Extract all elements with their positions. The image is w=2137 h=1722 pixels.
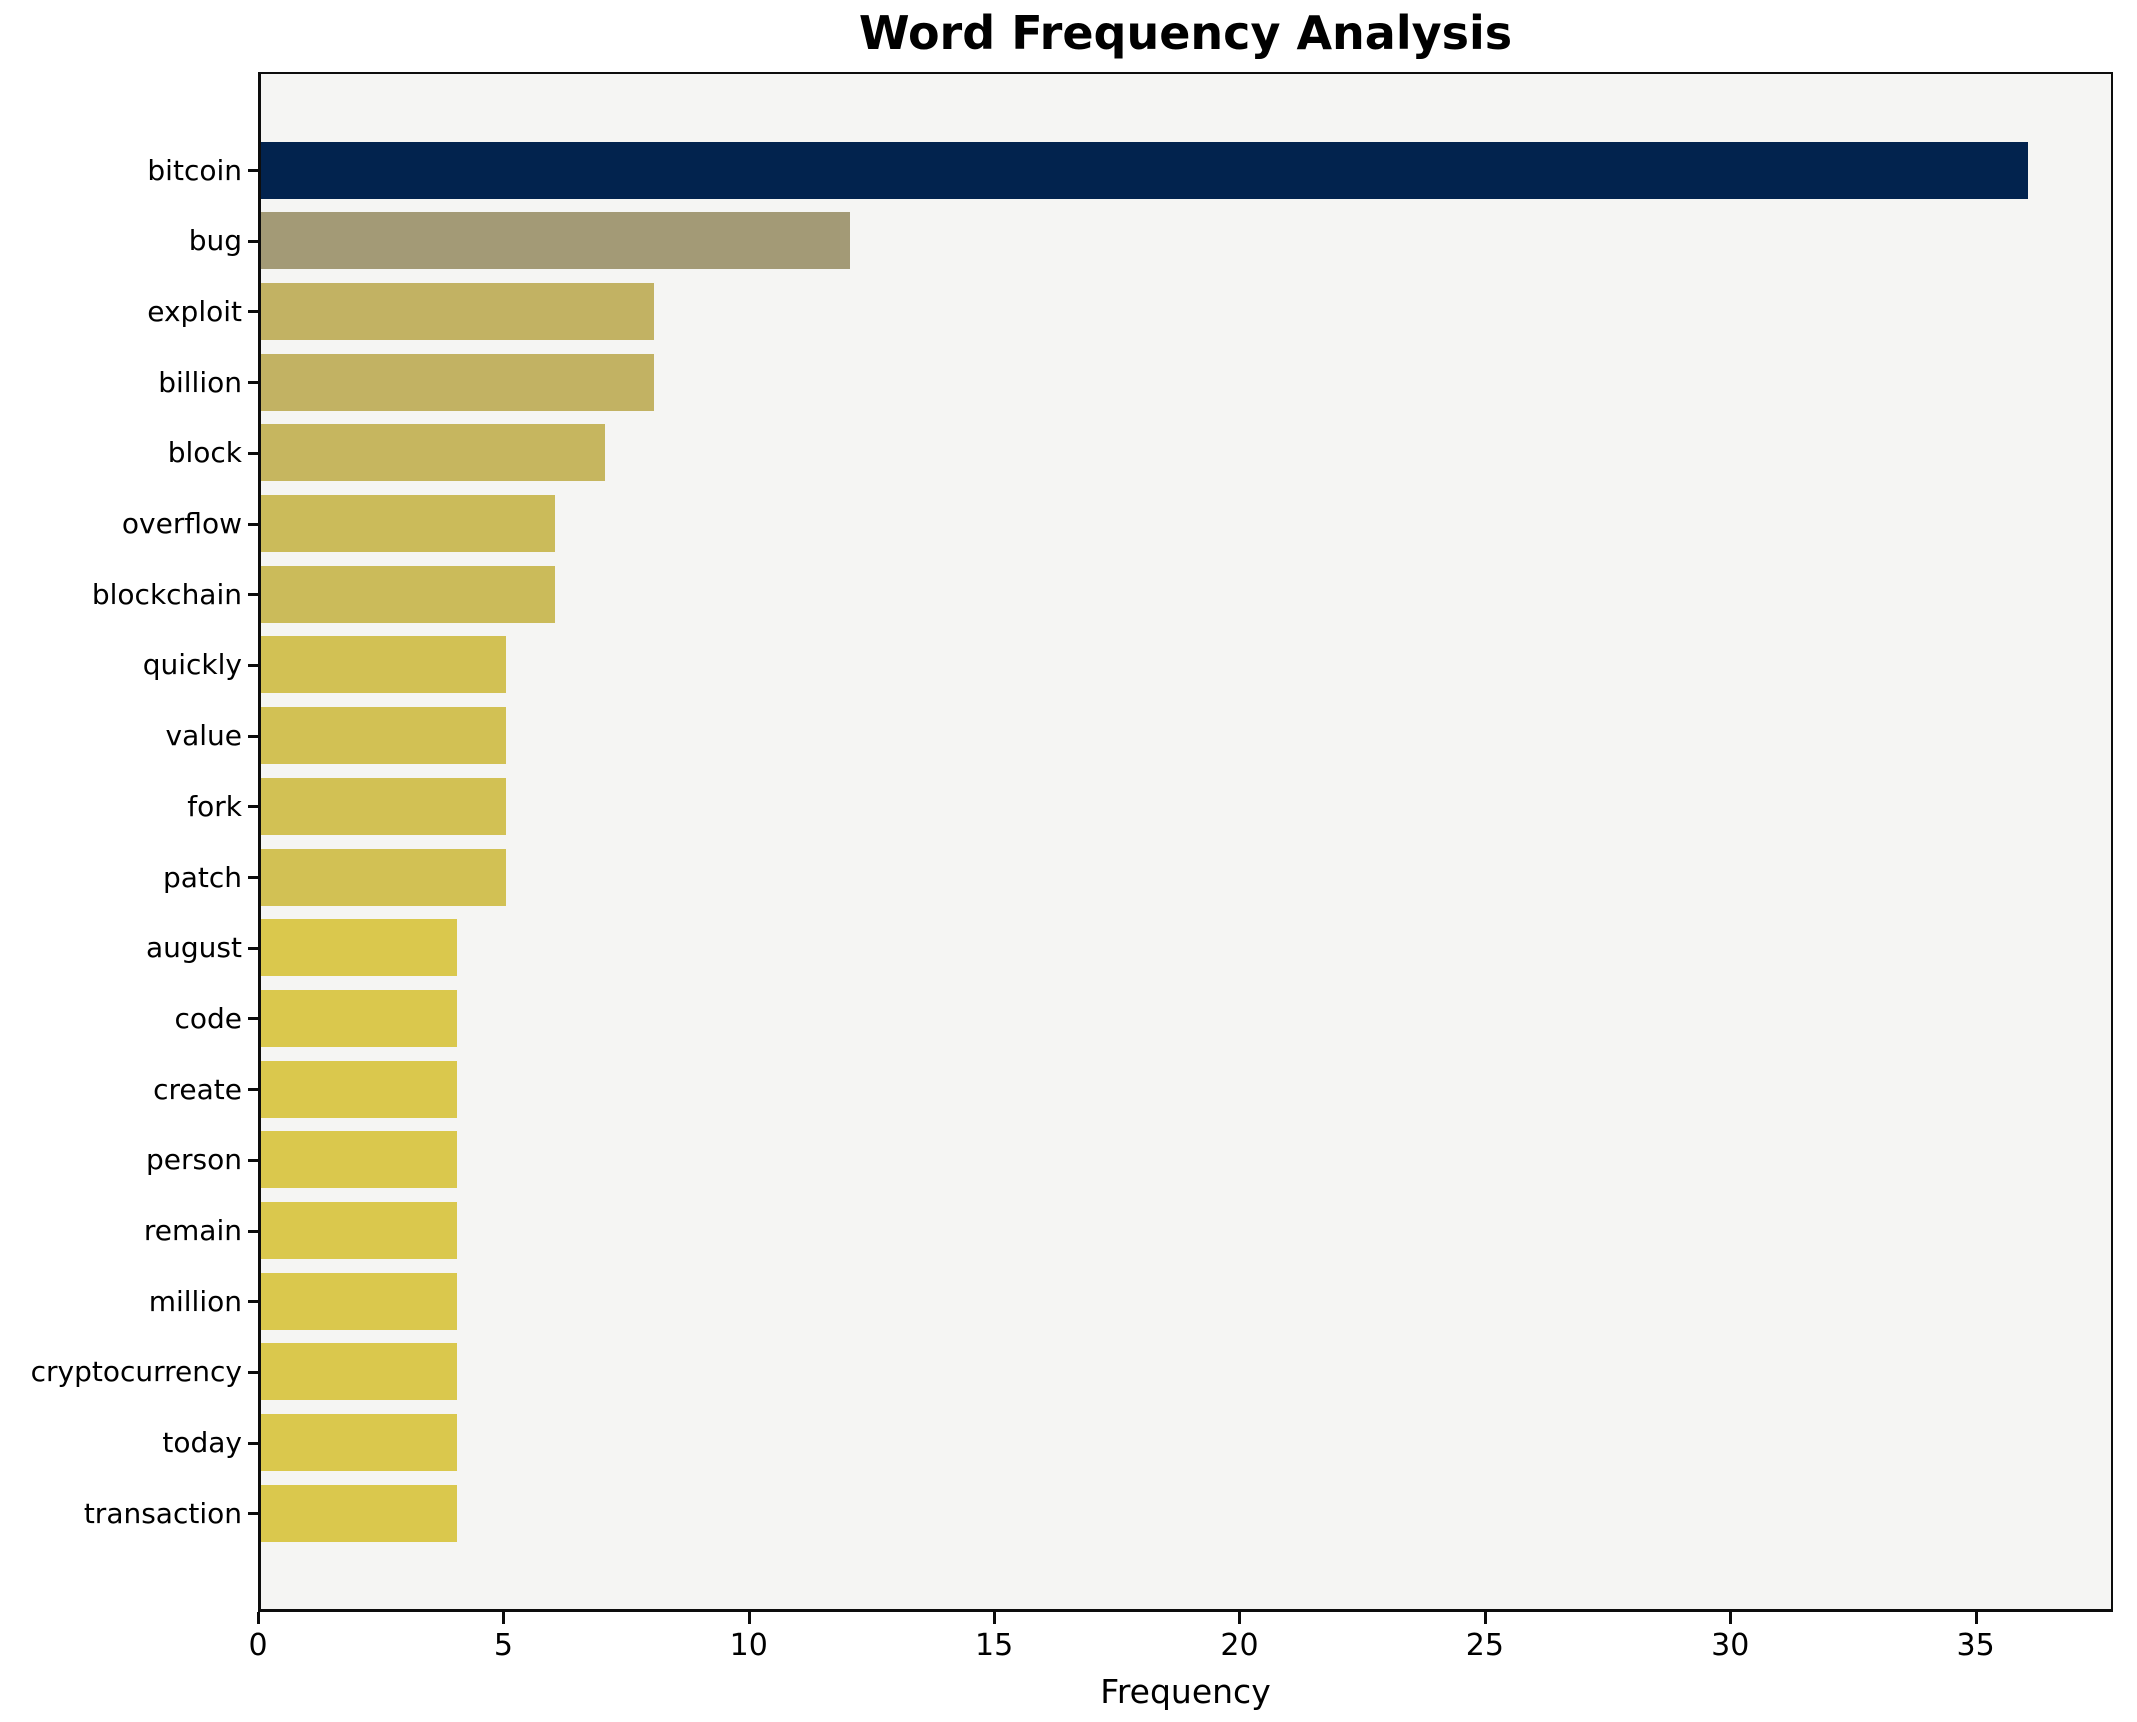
y-tick-label: blockchain bbox=[91, 577, 242, 611]
bar-billion bbox=[261, 353, 654, 411]
bar-person bbox=[261, 1131, 458, 1189]
y-tick-mark bbox=[248, 593, 258, 597]
x-tick-mark bbox=[1483, 1612, 1487, 1624]
y-tick-mark bbox=[248, 805, 258, 809]
y-tick-label: million bbox=[148, 1284, 242, 1318]
y-tick-label: create bbox=[153, 1072, 242, 1106]
y-tick-label: quickly bbox=[142, 648, 242, 682]
x-tick-label: 30 bbox=[1711, 1628, 1750, 1663]
x-tick-mark bbox=[747, 1612, 751, 1624]
y-tick-mark bbox=[248, 1300, 258, 1304]
bar-today bbox=[261, 1414, 458, 1472]
y-tick-mark bbox=[248, 946, 258, 950]
y-tick-label: august bbox=[146, 931, 242, 965]
y-tick-label: bitcoin bbox=[147, 153, 242, 187]
y-tick-mark bbox=[248, 1017, 258, 1021]
bar-blockchain bbox=[261, 565, 556, 623]
bar-exploit bbox=[261, 282, 654, 340]
bar-million bbox=[261, 1272, 458, 1330]
y-tick-label: transaction bbox=[83, 1496, 242, 1530]
y-tick-mark bbox=[248, 1088, 258, 1092]
x-tick-mark bbox=[1729, 1612, 1733, 1624]
x-tick-label: 35 bbox=[1956, 1628, 1995, 1663]
x-axis-label: Frequency bbox=[1100, 1672, 1271, 1711]
y-tick-mark bbox=[248, 734, 258, 738]
x-tick-mark bbox=[257, 1612, 260, 1624]
bar-patch bbox=[261, 848, 507, 906]
y-tick-mark bbox=[248, 169, 258, 172]
bar-bitcoin bbox=[261, 141, 2028, 199]
x-tick-label: 20 bbox=[1220, 1628, 1259, 1663]
y-tick-mark bbox=[248, 522, 258, 526]
y-tick-mark bbox=[248, 876, 258, 879]
y-tick-label: block bbox=[167, 436, 242, 470]
y-tick-label: today bbox=[162, 1426, 242, 1460]
x-tick-mark bbox=[1974, 1612, 1978, 1624]
y-tick-label: bug bbox=[188, 224, 242, 258]
bar-fork bbox=[261, 777, 507, 835]
y-tick-mark bbox=[248, 451, 258, 455]
y-tick-label: patch bbox=[162, 860, 242, 894]
x-tick-mark bbox=[993, 1612, 997, 1624]
x-tick-label: 25 bbox=[1465, 1628, 1504, 1663]
bar-code bbox=[261, 989, 458, 1047]
y-tick-mark bbox=[248, 1158, 258, 1162]
bar-bug bbox=[261, 212, 850, 270]
y-tick-label: code bbox=[174, 1001, 242, 1035]
bar-quickly bbox=[261, 636, 507, 694]
y-tick-mark bbox=[248, 663, 258, 667]
x-tick-label: 15 bbox=[975, 1628, 1014, 1663]
x-tick-mark bbox=[1238, 1612, 1242, 1624]
y-tick-label: person bbox=[146, 1143, 242, 1177]
x-tick-label: 10 bbox=[729, 1628, 768, 1663]
bar-cryptocurrency bbox=[261, 1343, 458, 1401]
y-tick-mark bbox=[248, 1370, 258, 1374]
y-tick-mark bbox=[248, 1229, 258, 1233]
y-tick-label: overflow bbox=[121, 507, 242, 540]
y-tick-label: exploit bbox=[147, 294, 242, 328]
bar-remain bbox=[261, 1202, 458, 1259]
y-tick-label: billion bbox=[158, 365, 242, 399]
bar-transaction bbox=[261, 1484, 458, 1542]
bar-create bbox=[261, 1060, 458, 1118]
y-tick-label: value bbox=[165, 719, 242, 753]
y-tick-label: cryptocurrency bbox=[30, 1355, 242, 1389]
y-tick-mark bbox=[248, 239, 258, 243]
y-tick-mark bbox=[248, 310, 258, 314]
y-tick-mark bbox=[248, 1441, 258, 1445]
y-tick-mark bbox=[248, 1512, 258, 1516]
y-tick-mark bbox=[248, 381, 258, 385]
x-tick-mark bbox=[502, 1612, 506, 1624]
plot-area bbox=[258, 72, 2113, 1612]
bar-value bbox=[261, 707, 507, 765]
y-tick-label: remain bbox=[143, 1214, 242, 1247]
x-tick-label: 0 bbox=[248, 1628, 268, 1663]
chart-title: Word Frequency Analysis bbox=[858, 6, 1513, 60]
y-tick-label: fork bbox=[187, 789, 242, 823]
bar-overflow bbox=[261, 495, 556, 552]
bar-august bbox=[261, 919, 458, 977]
x-tick-label: 5 bbox=[493, 1628, 513, 1663]
bar-block bbox=[261, 424, 605, 482]
